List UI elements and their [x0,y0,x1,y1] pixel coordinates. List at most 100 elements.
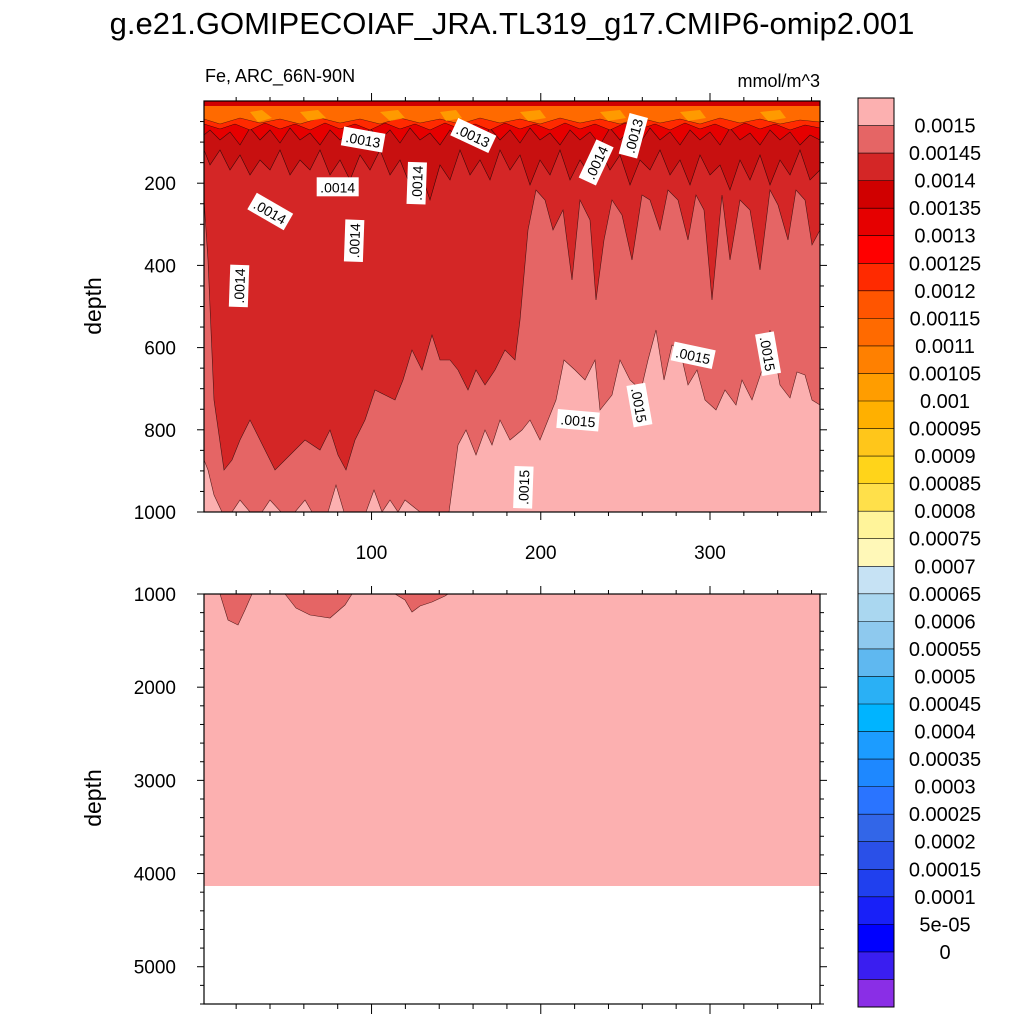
colorbar-label: 0.001 [920,391,970,413]
contour-label-bg [513,466,534,509]
colorbar-label: 0.0008 [914,501,975,523]
contour-label-bg [343,219,365,263]
contour-label-bg [556,408,600,432]
contour-label: .0015 [513,466,534,509]
band-00115 [203,103,821,125]
contour-label-bg [316,177,359,197]
contour-label-text: .0014 [409,165,426,201]
contour-label: .0015 [626,382,653,428]
colorbar-label: 0.0015 [914,116,975,138]
contour-labels: .0013.0013.0013.0014.0014.0014.0014.0014… [228,113,782,509]
contour-label-bg [618,113,648,159]
bottom-panel: 1000 2000 3000 4000 5000 depth [80,585,827,1014]
contour-label-bg [340,126,386,153]
colorbar-swatch [858,704,894,733]
x-tick-label: 100 [356,543,388,564]
contour-label: .0015 [755,331,782,377]
contour-label: .0013 [340,126,386,153]
colorbar-label: 0.00115 [910,308,981,330]
contour-label-bg [626,382,653,428]
top-y-tick-label: 200 [144,174,176,195]
colorbar-swatch [858,153,894,182]
contour-label: .0015 [556,408,600,432]
colorbar-swatch [858,786,894,815]
colorbar-swatch [858,538,894,567]
bottom-y-tick-label: 3000 [134,771,176,792]
contour-label-text: .0015 [628,386,650,423]
bottom-band-0015 [204,594,820,886]
colorbar-label: 0.0003 [914,777,975,799]
colorbar-swatch [858,924,894,953]
contour-label-bg [228,264,250,308]
colorbar-label: 0.0009 [914,446,975,468]
contour-label-bg [247,192,294,231]
contour-label-text: .0014 [346,223,363,259]
bottom-no-data [204,886,820,1004]
colorbar-label: 0.0002 [914,832,975,854]
colorbar-swatch [858,759,894,788]
colorbar-swatch [858,896,894,925]
colorbar-label: 0.0004 [914,722,975,744]
bottom-y-axis-title: depth [80,769,106,827]
colorbar-swatch [858,98,894,127]
colorbar-swatch [858,290,894,319]
top-panel: Fe, ARC_66N-90N mmol/m^3 200 400 600 800 100… [80,66,827,564]
top-y-tick-label: 600 [144,339,176,360]
colorbar-swatch [858,731,894,760]
bottom-axes: 1000 2000 3000 4000 5000 [134,585,827,1014]
contour-label-text: .0015 [757,335,779,372]
contour-label-text: .0013 [344,129,381,151]
contour-label-text: .0015 [515,469,532,505]
colorbar-swatch [858,676,894,705]
top-y-axis-title: depth [80,277,106,335]
colorbar-label: 0.00025 [909,804,981,826]
colorbar-label: 0.00075 [909,529,981,551]
top-y-tick-label: 1000 [134,503,176,524]
colorbar-label: 0.00045 [909,694,981,716]
colorbar-label: 0.0001 [914,887,975,909]
bottom-y-tick-label: 2000 [134,678,176,699]
subtitle-left: Fe, ARC_66N-90N [205,66,355,87]
contour-label: .0014 [343,219,365,263]
units-label: mmol/m^3 [738,71,820,91]
colorbar-label: 0.00125 [909,253,981,275]
contour-label-text: .0015 [674,344,712,367]
colorbar-swatch [858,263,894,292]
colorbar-swatch [858,401,894,430]
colorbar-label: 0.0011 [915,336,975,358]
colorbar-label: 0.00145 [909,143,981,165]
top-y-tick-label: 800 [144,421,176,442]
contour-label-bg [670,341,716,369]
colorbar-label: 0.0012 [914,281,975,303]
x-tick-label: 200 [525,543,557,564]
colorbar-label: 0.0013 [914,226,975,248]
band-00105 [250,110,786,122]
colorbar-swatch [858,483,894,512]
colorbar: 0.0015 0.00145 0.0014 0.00135 0.0013 0.00125 0… [857,97,981,1008]
contour-label: .0014 [316,177,359,197]
colorbar-swatch [858,428,894,457]
contour-label-text: .0015 [560,411,597,430]
colorbar-swatch [858,869,894,898]
contour-label: .0014 [406,161,427,205]
colorbar-swatch [858,648,894,677]
colorbar-swatch [858,345,894,374]
contour-label-bg [406,161,427,205]
colorbar-frame [857,97,895,1008]
bottom-y-tick-label: 4000 [134,865,176,886]
contour-label-bg [450,117,497,153]
contour-label: .0014 [228,264,250,308]
contour-label: .0015 [670,341,716,369]
colorbar-swatch [858,841,894,870]
surface-band [204,101,820,106]
colorbar-label: 0.00065 [909,584,981,606]
x-tick-label: 300 [694,543,726,564]
contour-label-bg [578,139,614,186]
bottom-y-tick-label: 5000 [134,958,176,979]
chart-title: g.e21.GOMIPECOIAF_JRA.TL319_g17.CMIP6-om… [109,6,915,41]
colorbar-swatch [858,318,894,347]
colorbar-label: 0.0006 [914,611,975,633]
colorbar-swatch [858,373,894,402]
colorbar-swatch [858,180,894,209]
